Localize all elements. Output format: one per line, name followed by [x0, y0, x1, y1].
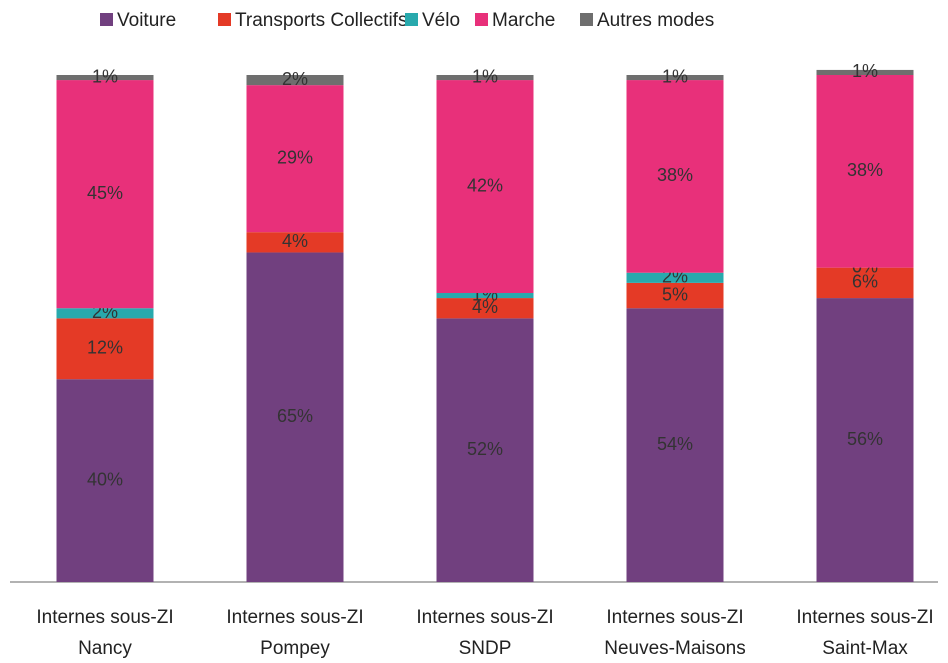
bar-segment [56, 318, 154, 380]
bar-segment [816, 298, 914, 582]
bar-segment [626, 282, 724, 309]
data-label: 1% [852, 61, 878, 81]
x-tick-label: Internes sous-ZI [226, 607, 363, 628]
x-tick-label: Internes sous-ZI [416, 607, 553, 628]
bar-segment [436, 293, 534, 299]
bar-segment [626, 80, 724, 273]
bar-segment [436, 75, 534, 81]
bar-segment [56, 75, 154, 81]
data-label: 54% [657, 434, 693, 454]
x-tick-label: Saint-Max [822, 638, 908, 659]
x-tick-label: Internes sous-ZI [606, 607, 743, 628]
legend-label: Transports Collectifs [235, 10, 407, 31]
bar-segment [816, 69, 914, 75]
data-label: 6% [852, 272, 878, 292]
x-tick-label: Pompey [260, 638, 330, 659]
legend-label: Autres modes [597, 10, 714, 31]
data-label: 45% [87, 183, 123, 203]
x-tick-label: Internes sous-ZI [796, 607, 933, 628]
bar-segment [246, 75, 344, 86]
x-tick-label: SNDP [459, 638, 512, 659]
legend-swatch [405, 13, 418, 26]
data-label: 5% [662, 284, 688, 304]
data-label: 4% [472, 297, 498, 317]
bar-segment [626, 75, 724, 81]
data-label: 40% [87, 469, 123, 489]
bar-segment [246, 252, 344, 582]
bar-segment [816, 75, 914, 268]
legend-swatch [580, 13, 593, 26]
data-label: 1% [92, 66, 118, 86]
data-label: 29% [277, 147, 313, 167]
legend-label: Voiture [117, 10, 176, 31]
bar-segment [56, 308, 154, 319]
data-label: 38% [847, 160, 883, 180]
data-label: 1% [472, 66, 498, 86]
data-label: 38% [657, 165, 693, 185]
bar-segment [246, 232, 344, 253]
data-label: 65% [277, 406, 313, 426]
x-tick-label: Neuves-Maisons [604, 638, 746, 659]
bar-segment [816, 267, 914, 299]
data-label: 52% [467, 439, 503, 459]
legend-swatch [218, 13, 231, 26]
bar-segment [436, 318, 534, 582]
x-tick-label: Internes sous-ZI [36, 607, 173, 628]
legend-swatch [100, 13, 113, 26]
legend-label: Marche [492, 10, 555, 31]
bar-segment [436, 298, 534, 319]
bar-segment [436, 80, 534, 294]
data-label: 1% [662, 66, 688, 86]
x-tick-label: Nancy [78, 638, 132, 659]
data-label: 56% [847, 429, 883, 449]
legend-swatch [475, 13, 488, 26]
bar-segment [56, 379, 154, 582]
bar-segment [56, 80, 154, 309]
bar-segment [626, 308, 724, 582]
bar-segment [626, 272, 724, 283]
bar-segment [246, 85, 344, 233]
data-label: 2% [282, 69, 308, 89]
data-label: 42% [467, 175, 503, 195]
legend-label: Vélo [422, 10, 460, 31]
data-label: 4% [282, 231, 308, 251]
data-label: 12% [87, 338, 123, 358]
